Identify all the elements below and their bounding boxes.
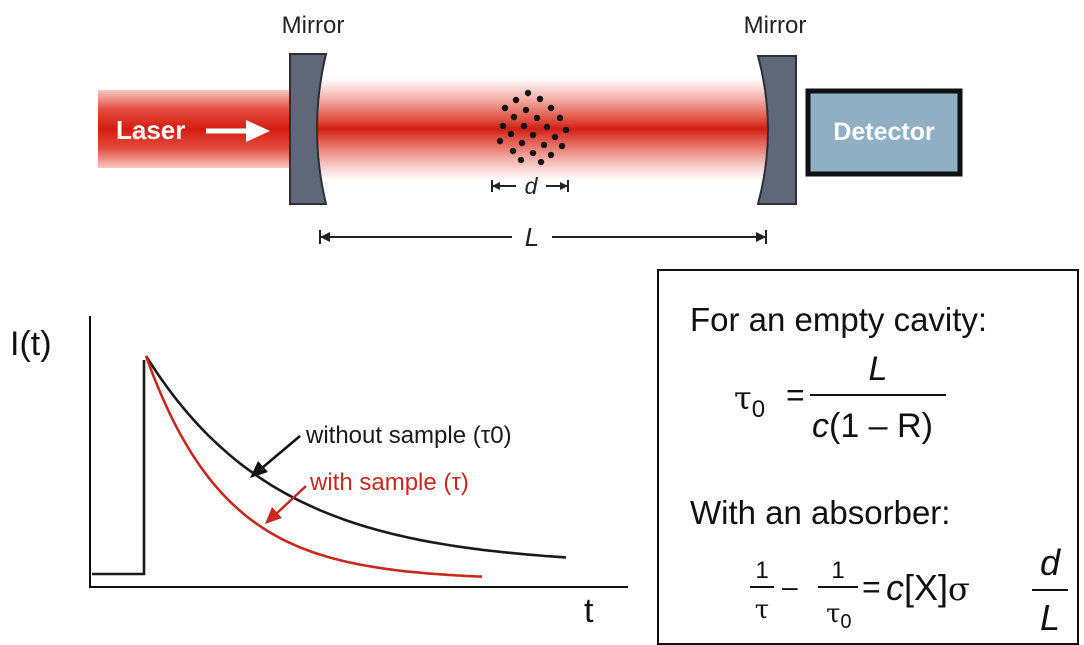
sample-particle (510, 113, 518, 121)
without-sample-arrow-icon (250, 435, 301, 478)
sample-particle (499, 122, 507, 130)
laser-label: Laser (116, 115, 185, 145)
sample-particle (536, 95, 544, 103)
sample-particle (551, 133, 559, 141)
sample-particle (547, 104, 555, 112)
decay-curve-with-sample (144, 355, 483, 578)
frac1-numerator: 1 (755, 557, 768, 584)
detector-box (805, 88, 963, 177)
sample-particle (520, 122, 528, 130)
numerator-L: L (869, 350, 888, 388)
cavity-length-marker (319, 230, 767, 244)
sample-particle (543, 123, 551, 131)
sample-particle (562, 126, 570, 134)
sample-particle (558, 142, 566, 150)
sample-particle (507, 130, 515, 138)
left-mirror (289, 53, 328, 205)
equations-frame (657, 269, 1079, 645)
sample-length-label: d (525, 173, 539, 199)
minus-sign: – (782, 571, 798, 602)
frac2-denominator: τ0 (826, 599, 852, 633)
detector-label: Detector (833, 118, 935, 146)
sample-particle (547, 151, 555, 159)
x-axis-label: t (584, 592, 594, 630)
sample-particle (537, 158, 545, 166)
equals-sign-2: = (862, 569, 881, 605)
equals-sign: = (786, 377, 805, 413)
sample-particle (517, 156, 525, 164)
baseline-step (92, 360, 146, 576)
empty-cavity-heading: For an empty cavity: (690, 301, 987, 338)
with-sample-arrow-icon (265, 485, 307, 524)
sample-particle (533, 114, 541, 122)
absorber-heading: With an absorber: (690, 494, 950, 531)
sample-length-marker (491, 180, 569, 192)
frac2-numerator: 1 (831, 557, 844, 584)
sample-particle (501, 104, 509, 112)
cavity-beam (300, 78, 768, 180)
sample-particle (512, 96, 520, 104)
sample-particle (518, 139, 526, 147)
tau0-symbol: τ0 (734, 379, 765, 423)
cavity-length-label: L (525, 222, 539, 252)
sample-particles (496, 89, 570, 166)
denominator: c(1 – R) (812, 407, 933, 445)
ringdown-plot: I(t) t without sample (τ0) with sample (… (10, 316, 628, 630)
sample-particle (524, 89, 532, 97)
frac3-denominator: L (1040, 597, 1060, 638)
frac1-denominator: τ (755, 595, 769, 625)
sample-particle (496, 137, 504, 145)
laser-arrow-icon (206, 120, 270, 142)
mirror-left-label: Mirror (282, 12, 345, 39)
decay-curve-without-sample (144, 355, 567, 559)
sample-particle (522, 106, 530, 114)
legend-without-sample: without sample (τ0) (305, 422, 512, 449)
legend-with-sample: with sample (τ) (309, 469, 469, 496)
frac3-numerator: d (1040, 542, 1061, 583)
cavity-setup: Laser Mirror Mirror Detector d (98, 12, 963, 252)
sample-particle (556, 114, 564, 122)
rhs-expression: c[X]σ (886, 567, 970, 608)
sample-particle (540, 141, 548, 149)
sample-particle (529, 149, 537, 157)
y-axis-label: I(t) (10, 325, 52, 363)
right-mirror (756, 55, 797, 205)
sample-particle (509, 147, 517, 155)
equations-box: For an empty cavity: τ0 = L c(1 – R) Wit… (657, 269, 1079, 645)
sample-particle (529, 131, 537, 139)
mirror-right-label: Mirror (744, 12, 807, 39)
